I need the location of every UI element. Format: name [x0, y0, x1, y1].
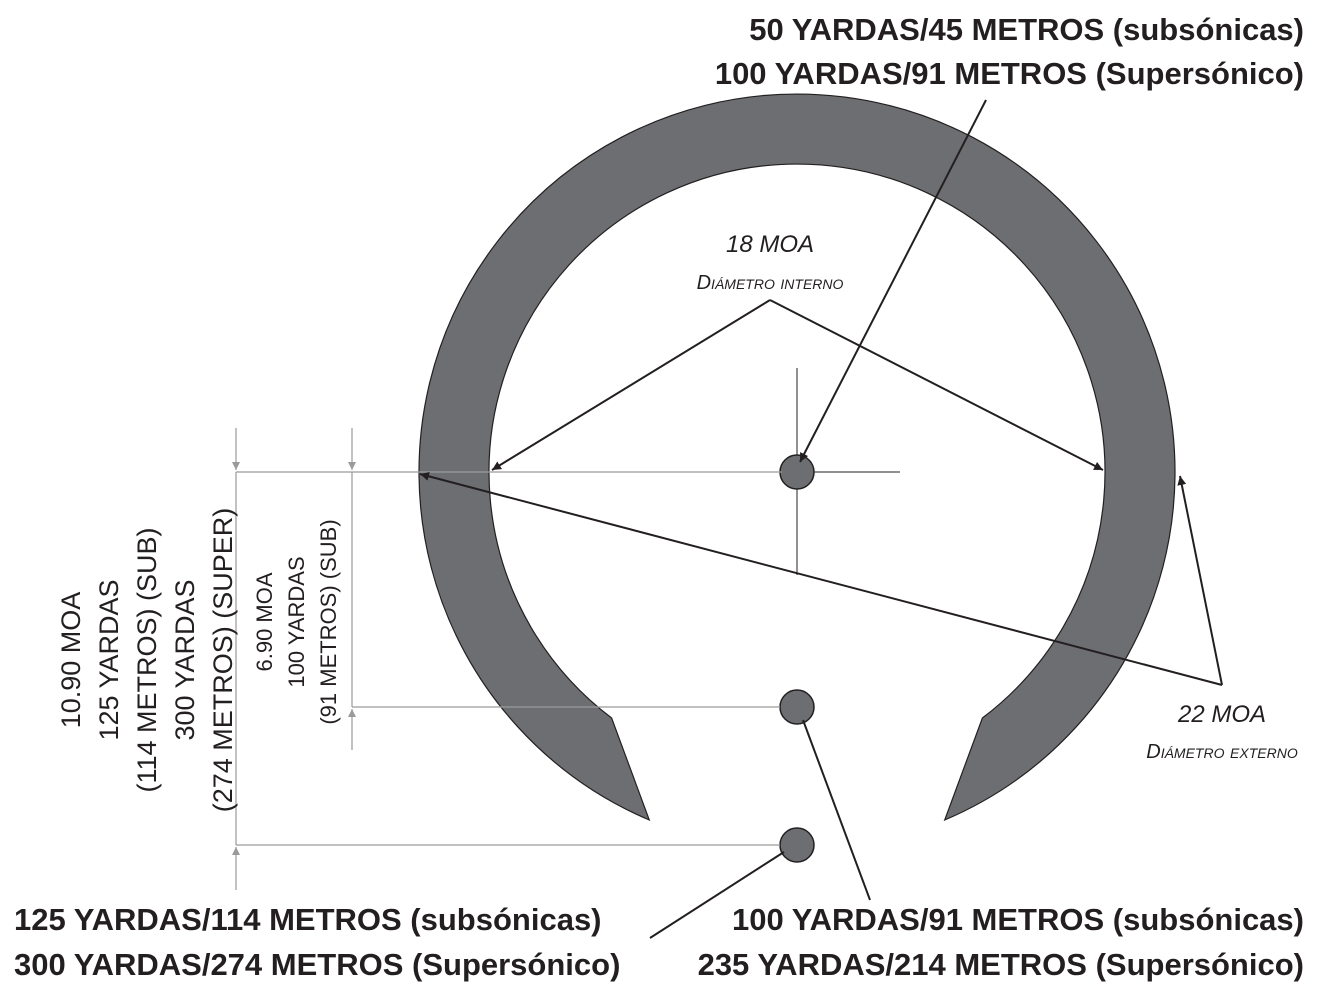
leader-middle-dot	[802, 719, 871, 901]
dimension-label-inner: 6.90 MOA 100 YARDAS (91 METROS) (SUB)	[252, 519, 341, 724]
leader-outer-diameter-right	[1177, 475, 1223, 686]
reticle-ring	[418, 93, 1176, 822]
top-label-line2: 100 YARDAS/91 METROS (Supersónico)	[715, 56, 1304, 91]
dim-outer-line-3: (114 METROS) (SUB)	[132, 527, 162, 792]
bottom-left-label-line1: 125 YARDAS/114 METROS (subsónicas)	[14, 902, 602, 937]
bottom-left-label-line2: 300 YARDAS/274 METROS (Supersónico)	[14, 947, 620, 982]
dim-outer-line-1: 10.90 MOA	[56, 592, 86, 729]
center-dot	[779, 454, 815, 490]
inner-diameter-caption: Diámetro interno	[697, 272, 844, 294]
bottom-right-label-line2: 235 YARDAS/214 METROS (Supersónico)	[698, 947, 1304, 982]
outer-diameter-caption: Diámetro externo	[1146, 741, 1298, 763]
bottom-right-label-line1: 100 YARDAS/91 METROS (subsónicas)	[732, 902, 1304, 937]
leader-top-to-center-dot	[799, 99, 987, 463]
dim-outer-line-5: (274 METROS) (SUPER)	[208, 508, 238, 813]
middle-dot	[779, 689, 815, 725]
leader-bottom-dot	[649, 851, 785, 939]
dim-inner-line-3: (91 METROS) (SUB)	[316, 519, 341, 724]
dim-inner-line-1: 6.90 MOA	[252, 572, 277, 671]
outer-diameter-value: 22 MOA	[1177, 701, 1266, 728]
top-label-line1: 50 YARDAS/45 METROS (subsónicas)	[749, 12, 1304, 47]
leader-inner-diameter-right	[769, 299, 1104, 471]
bottom-dot	[779, 827, 815, 863]
dim-outer-line-2: 125 YARDAS	[94, 579, 124, 740]
dim-outer-line-4: 300 YARDAS	[170, 579, 200, 740]
dimension-label-outer: 10.90 MOA 125 YARDAS (114 METROS) (SUB) …	[56, 508, 238, 813]
leader-inner-diameter-left	[491, 299, 771, 471]
inner-diameter-value: 18 MOA	[726, 231, 814, 258]
leader-outer-diameter-left	[419, 471, 1223, 686]
dim-inner-line-2: 100 YARDAS	[284, 556, 309, 687]
